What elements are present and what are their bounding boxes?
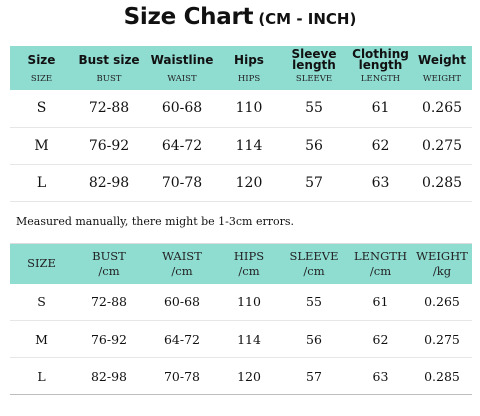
cell-size: S: [10, 283, 73, 321]
cell-hips: 110: [219, 90, 279, 128]
cell-sleeve: 55: [279, 90, 349, 128]
table-row: M 76-92 64-72 114 56 62 0.275: [10, 127, 472, 165]
header2-waist-line2: /cm: [171, 263, 193, 278]
cell-weight: 0.275: [412, 127, 472, 165]
cell-sleeve: 55: [279, 283, 349, 321]
subheader-hips: HIPS: [219, 74, 279, 90]
header2-hips-line2: /cm: [238, 263, 260, 278]
header2-length-line1: LENGTH: [354, 248, 407, 263]
cell-waist: 60-68: [145, 283, 219, 321]
header2-waist: WAIST /cm: [145, 243, 219, 284]
measurement-note: Measured manually, there might be 1-3cm …: [16, 215, 295, 228]
subheader-bust: BUST: [73, 74, 145, 90]
header2-bust-line2: /cm: [98, 263, 120, 278]
header-length: Clothing length: [349, 46, 412, 74]
header2-bust: BUST /cm: [73, 243, 145, 284]
size-chart-title: Size Chart (CM - INCH): [0, 4, 480, 38]
cell-weight: 0.265: [412, 90, 472, 128]
size-chart-table-labeled: Size Bust size Waistline Hips Sleeve len…: [10, 46, 472, 202]
header-length-line2: length: [358, 58, 403, 72]
table-row: S 72-88 60-68 110 55 61 0.265: [10, 90, 472, 128]
cell-length: 61: [349, 90, 412, 128]
cell-size: S: [10, 90, 73, 128]
header-bust: Bust size: [73, 46, 145, 74]
header-sleeve: Sleeve length: [279, 46, 349, 74]
cell-sleeve: 56: [279, 320, 349, 358]
header2-sleeve-line1: SLEEVE: [289, 248, 339, 263]
cell-hips: 120: [219, 357, 279, 395]
subheader-sleeve: SLEEVE: [279, 74, 349, 90]
cell-sleeve: 57: [279, 357, 349, 395]
cell-size: L: [10, 357, 73, 395]
cell-weight: 0.265: [412, 283, 472, 321]
title-units: (CM - INCH): [258, 10, 357, 28]
table1-subheader-row: SIZE BUST WAIST HIPS SLEEVE LENGTH WEIGH…: [10, 74, 472, 90]
cell-hips: 114: [219, 320, 279, 358]
table1-header-row: Size Bust size Waistline Hips Sleeve len…: [10, 46, 472, 74]
cell-size: M: [10, 320, 73, 358]
subheader-weight: WEIGHT: [412, 74, 472, 90]
header-hips: Hips: [219, 46, 279, 74]
header-waist: Waistline: [145, 46, 219, 74]
header2-sleeve-line2: /cm: [303, 263, 325, 278]
header2-hips-line1: HIPS: [233, 248, 265, 263]
header2-hips: HIPS /cm: [219, 243, 279, 284]
header2-length: LENGTH /cm: [349, 243, 412, 284]
cell-hips: 110: [219, 283, 279, 321]
subheader-waist: WAIST: [145, 74, 219, 90]
cell-hips: 120: [219, 164, 279, 202]
cell-weight: 0.275: [412, 320, 472, 358]
table2-header-row: SIZE BUST /cm WAIST /cm HIPS /cm SLEEVE …: [10, 243, 472, 284]
header2-waist-line1: WAIST: [162, 248, 202, 263]
header-sleeve-line1: Sleeve: [291, 47, 337, 61]
table-row: M 76-92 64-72 114 56 62 0.275: [10, 320, 472, 358]
title-main: Size Chart: [123, 4, 254, 30]
cell-waist: 64-72: [145, 320, 219, 358]
header2-size: SIZE: [10, 243, 73, 284]
cell-length: 63: [349, 357, 412, 395]
cell-length: 62: [349, 127, 412, 165]
cell-waist: 60-68: [145, 90, 219, 128]
header2-bust-line1: BUST: [92, 248, 126, 263]
cell-length: 62: [349, 320, 412, 358]
cell-length: 61: [349, 283, 412, 321]
header2-weight-line1: WEIGHT: [416, 248, 468, 263]
cell-bust: 72-88: [73, 283, 145, 321]
header2-length-line2: /cm: [369, 263, 392, 278]
header-length-line1: Clothing: [352, 47, 409, 61]
cell-length: 63: [349, 164, 412, 202]
header2-weight-line2: /kg: [432, 263, 452, 278]
header-size: Size: [10, 46, 73, 74]
cell-waist: 70-78: [145, 164, 219, 202]
cell-weight: 0.285: [412, 357, 472, 395]
cell-bust: 76-92: [73, 320, 145, 358]
cell-weight: 0.285: [412, 164, 472, 202]
cell-bust: 72-88: [73, 90, 145, 128]
cell-sleeve: 56: [279, 127, 349, 165]
header2-size-line1: SIZE: [27, 256, 56, 271]
table-row: S 72-88 60-68 110 55 61 0.265: [10, 283, 472, 321]
subheader-length: LENGTH: [349, 74, 412, 90]
size-chart-table-units: SIZE BUST /cm WAIST /cm HIPS /cm SLEEVE …: [10, 243, 472, 395]
header-sleeve-line2: length: [292, 58, 336, 72]
header-weight: Weight: [412, 46, 472, 74]
header2-weight: WEIGHT /kg: [412, 243, 472, 284]
cell-waist: 70-78: [145, 357, 219, 395]
cell-bust: 76-92: [73, 127, 145, 165]
cell-bust: 82-98: [73, 164, 145, 202]
cell-sleeve: 57: [279, 164, 349, 202]
cell-size: L: [10, 164, 73, 202]
table-row: L 82-98 70-78 120 57 63 0.285: [10, 357, 472, 395]
table-row: L 82-98 70-78 120 57 63 0.285: [10, 164, 472, 202]
cell-waist: 64-72: [145, 127, 219, 165]
subheader-size: SIZE: [10, 74, 73, 90]
cell-size: M: [10, 127, 73, 165]
cell-bust: 82-98: [73, 357, 145, 395]
cell-hips: 114: [219, 127, 279, 165]
header2-sleeve: SLEEVE /cm: [279, 243, 349, 284]
